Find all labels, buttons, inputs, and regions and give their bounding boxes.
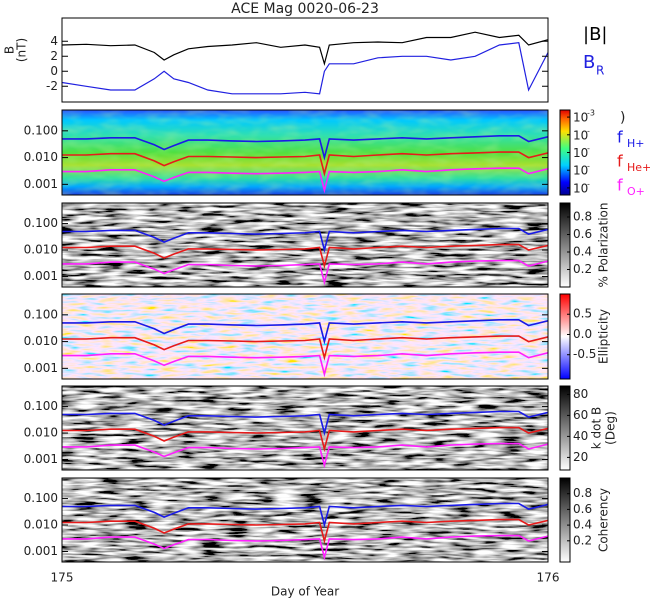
colorbar-tick-label: 10 [573,164,588,178]
plot-frame [61,385,549,471]
legend-label: |B| [583,24,607,45]
x-axis-label: Day of Year [271,585,339,599]
x-tick-label: 175 [51,571,74,585]
colorbar-tick-label: -0.5 [573,347,596,361]
frequency-line [62,410,548,437]
frequency-line [62,426,548,453]
colorbar-tick-label: 0.2 [573,262,592,276]
colorbar-label: Ellipticity [597,309,611,364]
colorbar-tick-label: 60 [573,408,588,422]
legend-subscript: He+ [627,161,650,174]
colorbar [559,477,571,563]
frequency-line [62,227,548,254]
y-tick-label: 0.010 [24,426,58,440]
colorbar-tick-label: 40 [573,429,588,443]
legend-subscript: R [596,64,604,78]
y-tick-label: 0.001 [24,177,58,191]
colorbar-tick-exponent: - [587,179,590,188]
frequency-line [62,259,548,286]
y-tick-label: 4 [50,34,58,48]
y-tick-label: 0 [50,64,58,78]
y-tick-label: 0.001 [24,544,58,558]
colorbar [559,202,571,288]
frequency-line [62,167,548,194]
frequency-line [62,534,548,561]
colorbar-tick-exponent: - [587,162,590,171]
chart-title: ACE Mag 0020-06-23 [231,1,379,17]
y-tick-label: 0.100 [24,491,58,505]
y-axis-label: B [3,46,17,54]
frequency-line [62,335,548,361]
plot-frame [61,477,549,563]
colorbar-tick-label: 0.4 [573,245,592,259]
colorbar-tick-exponent: - [587,144,590,153]
colorbar-tick-label: 10 [573,181,588,195]
plot-frame [61,293,549,380]
colorbar [559,293,571,380]
series-line [62,31,548,67]
y-tick-label: -2 [46,79,58,93]
x-tick-label: 176 [537,571,560,585]
plot-frame [61,202,549,288]
y-tick-label: 0.100 [24,123,58,137]
y-axis-label: (nT) [15,38,29,62]
y-tick-label: 0.001 [24,452,58,466]
frequency-line [62,319,548,345]
legend-subscript: O+ [627,185,645,198]
colorbar-tick-label: 10 [573,146,588,160]
colorbar-tick-label: 0.8 [573,486,592,500]
frequency-line [62,135,548,161]
frequency-line [62,502,548,529]
y-tick-label: 0.010 [24,150,58,164]
colorbar-tick-label: 10 [573,128,588,142]
colorbar-tick-label: 80 [573,387,588,401]
y-tick-label: 0.010 [24,518,58,532]
y-tick-label: 2 [50,49,58,63]
colorbar-label: k dot B [590,407,604,449]
y-tick-label: 0.100 [24,216,58,230]
colorbar-tick-exponent: -3 [587,109,595,118]
colorbar-tick-label: 20 [573,450,588,464]
colorbar [559,385,571,471]
colorbar-tick-label: 0.6 [573,227,592,241]
y-tick-label: 0.100 [24,307,58,321]
frequency-line [62,518,548,545]
frequency-line [62,351,548,378]
y-tick-label: 0.001 [24,269,58,283]
frequency-line [62,151,548,177]
colorbar-tick-label: 0.4 [573,518,592,532]
colorbar-label: (Deg) [604,411,618,445]
plot-frame [61,109,549,196]
y-tick-label: 0.010 [24,243,58,257]
legend-label: B [583,52,595,73]
y-tick-label: 0.001 [24,361,58,375]
y-tick-label: 0.100 [24,399,58,413]
legend-label: f [617,128,623,147]
colorbar-tick-label: 0.2 [573,533,592,547]
series-line [62,42,548,95]
y-tick-label: 0.010 [24,334,58,348]
colorbar-tick-label: 0.0 [573,327,592,341]
colorbar-tick-label: 0.5 [573,307,592,321]
legend-label: f [617,176,623,195]
colorbar-tick-label: 0.6 [573,502,592,516]
colorbar-label: % Polarization [597,203,611,288]
legend-subscript: H+ [627,137,645,150]
colorbar-label: Coherency [597,488,611,552]
frequency-line [62,442,548,469]
frequency-line [62,243,548,270]
colorbar-tick-label: 10 [573,111,588,125]
colorbar-tick-exponent: - [587,126,590,135]
legend-label: f [617,152,623,171]
colorbar-label: ) [620,110,625,126]
plot-frame [61,17,549,103]
colorbar-tick-label: 0.8 [573,210,592,224]
